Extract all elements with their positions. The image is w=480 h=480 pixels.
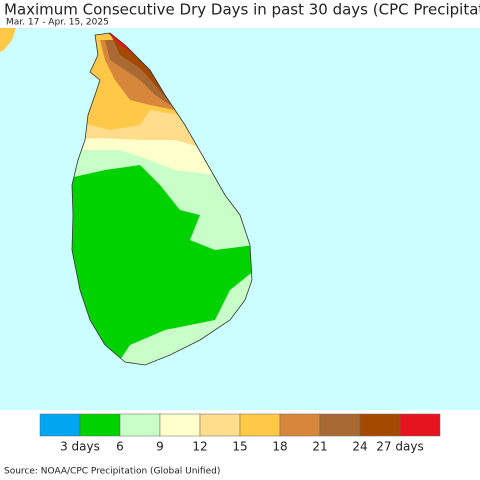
legend-swatch [239,413,281,437]
zone-30 [108,33,135,55]
india-coast [0,28,16,52]
legend-label: 9 [156,440,164,454]
legend-label: 27 days [376,440,423,454]
legend-label: 3 days [60,440,100,454]
legend-swatch [159,413,201,437]
coastline [71,32,253,366]
legend-swatch [279,413,321,437]
source: Source: NOAA/CPC Precipitation (Global U… [4,467,220,477]
legend-swatch [319,413,361,437]
legend: 3 days 6 9 12 15 18 21 24 27 days [39,413,441,454]
title: Maximum Consecutive Dry Days in past 30 … [4,1,480,19]
legend-label: 6 [116,440,124,454]
legend-swatch [39,413,81,437]
legend-swatch [359,413,401,437]
legend-swatch [119,413,161,437]
legend-label: 12 [192,440,207,454]
legend-label: 18 [272,440,287,454]
legend-swatch [199,413,241,437]
legend-swatch [399,413,441,437]
legend-label: 24 [352,440,367,454]
legend-swatch [79,413,121,437]
subtitle: Mar. 17 - Apr. 15, 2025 [6,18,109,28]
legend-label: 15 [232,440,247,454]
legend-label: 21 [312,440,327,454]
zone-6 [72,165,252,360]
